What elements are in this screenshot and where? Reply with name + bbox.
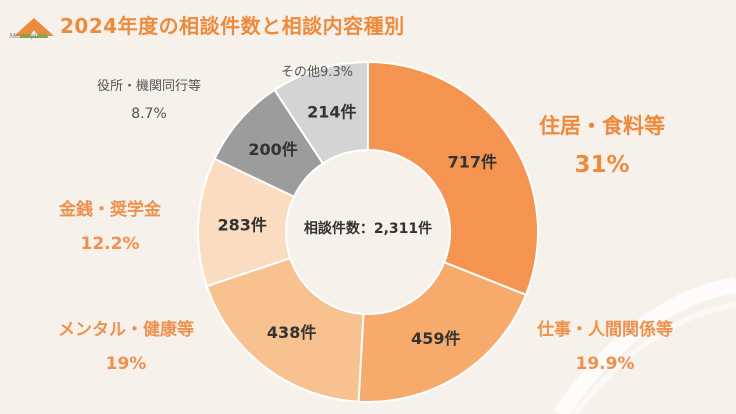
slice-name: 仕事・人間関係等 bbox=[537, 320, 673, 340]
house-logo-icon bbox=[14, 18, 54, 38]
label-money-scholarship: 金銭・奨学金 12.2% bbox=[40, 198, 180, 256]
slice-count-label-1: 459件 bbox=[411, 329, 460, 348]
logo-text: Masterpiece bbox=[9, 33, 47, 40]
slice-count-label-2: 438件 bbox=[267, 323, 316, 342]
label-office-accompany: 役所・機関同行等 8.7% bbox=[74, 78, 224, 124]
slice-percent: 31% bbox=[574, 152, 630, 178]
slice-percent: 12.2% bbox=[80, 234, 140, 254]
slice-name: メンタル・健康等 bbox=[58, 320, 194, 340]
donut-slice-5 bbox=[273, 60, 369, 165]
slice-percent: 9.3% bbox=[319, 65, 354, 80]
label-mental-health: メンタル・健康等 19% bbox=[28, 318, 224, 376]
slice-name: 住居・食料等 bbox=[539, 114, 665, 138]
donut-slice-0 bbox=[367, 60, 539, 297]
slice-name: 役所・機関同行等 bbox=[96, 79, 201, 94]
center-total-label: 相談件数：2,311件 bbox=[303, 221, 433, 237]
label-housing-food: 住居・食料等 31% bbox=[504, 112, 700, 182]
slice-percent: 8.7% bbox=[131, 106, 167, 122]
page-title: 2024年度の相談件数と相談内容種別 bbox=[60, 14, 405, 38]
donut-slice-2 bbox=[205, 256, 365, 403]
slice-percent: 19.9% bbox=[575, 354, 635, 374]
slice-percent: 19% bbox=[105, 354, 147, 374]
label-work-relations: 仕事・人間関係等 19.9% bbox=[505, 318, 705, 376]
slice-count-label-0: 717件 bbox=[448, 152, 497, 171]
label-other: その他9.3% bbox=[262, 64, 372, 82]
slice-name: その他 bbox=[280, 65, 320, 80]
background-swoosh bbox=[572, 302, 736, 414]
background-swoosh bbox=[553, 277, 736, 414]
slice-count-label-5: 214件 bbox=[307, 102, 356, 121]
slice-count-label-4: 200件 bbox=[248, 140, 297, 159]
slice-count-label-3: 283件 bbox=[218, 215, 267, 234]
donut-slice-1 bbox=[357, 261, 528, 403]
slice-name: 金銭・奨学金 bbox=[59, 200, 161, 220]
